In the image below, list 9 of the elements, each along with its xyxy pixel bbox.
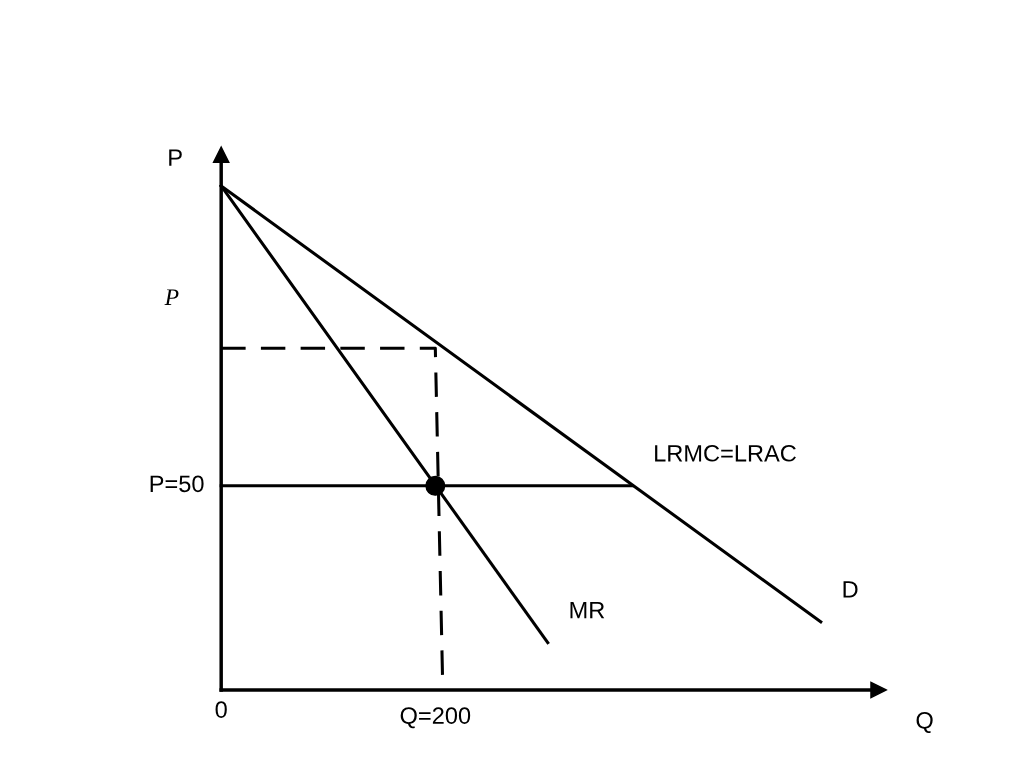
series-label: MR [570, 601, 605, 619]
x-axis-title: Q [916, 712, 933, 733]
series-label: D [843, 581, 858, 598]
annotation: P=50 [150, 475, 204, 493]
x-tick-label: Q=200 [400, 707, 471, 729]
text: P [164, 289, 179, 305]
series-label: LRMC=LRAC [655, 444, 796, 462]
y-axis-title: P [169, 149, 182, 166]
x-tick-label: 0 [215, 701, 227, 718]
